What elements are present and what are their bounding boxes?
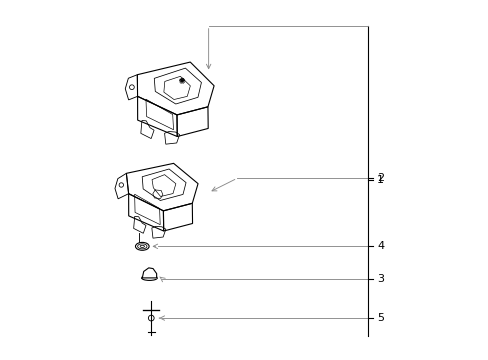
Text: 3: 3 bbox=[376, 274, 384, 284]
Ellipse shape bbox=[142, 275, 157, 280]
Polygon shape bbox=[142, 268, 156, 278]
Text: 1: 1 bbox=[376, 175, 384, 185]
Text: 5: 5 bbox=[376, 313, 384, 323]
Text: 4: 4 bbox=[376, 241, 384, 251]
Text: 2: 2 bbox=[376, 173, 384, 183]
Circle shape bbox=[148, 315, 154, 321]
